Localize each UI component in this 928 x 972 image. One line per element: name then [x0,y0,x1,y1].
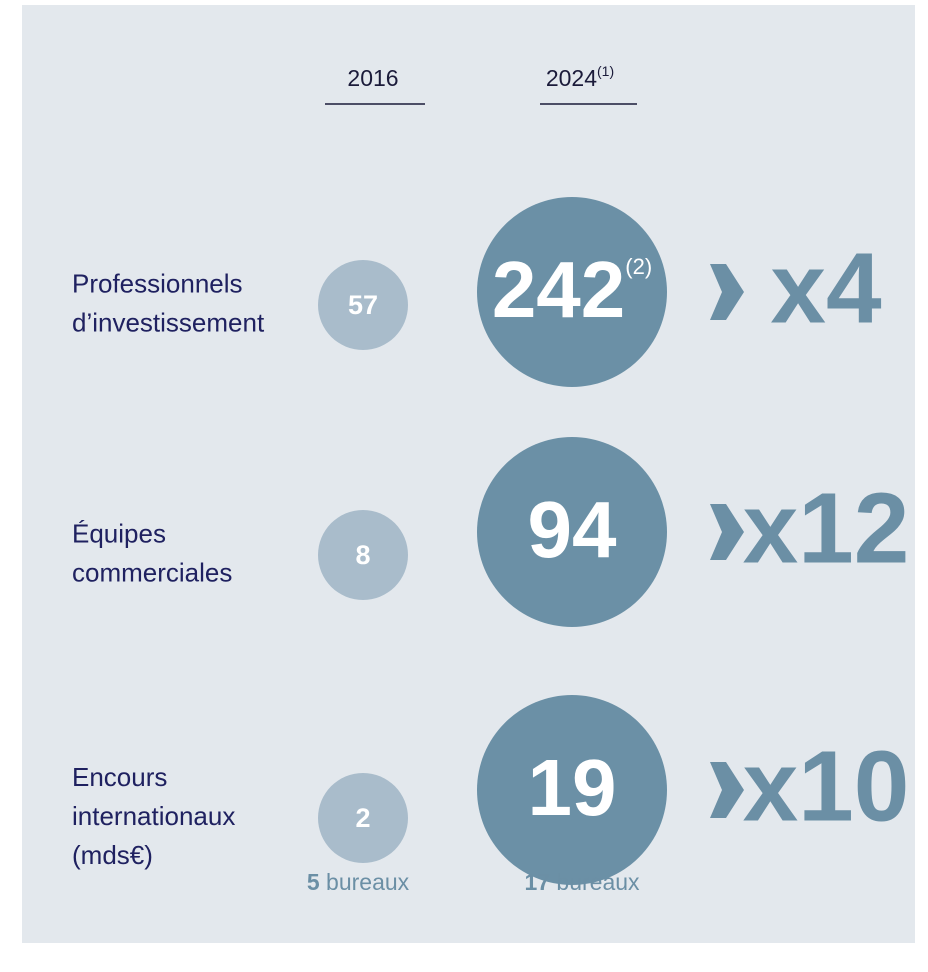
chevron [710,762,744,818]
row-label: Encours [72,762,167,792]
circle-2016 [318,773,408,863]
circle-2024 [477,197,667,387]
header-note: (1) [597,63,614,79]
count: 17 [524,869,550,895]
row-label: internationaux [72,801,235,831]
offices-2024: 17 bureaux [524,869,640,895]
row-label: commerciales [72,557,232,587]
value-2016: 8 [355,540,370,570]
multiplier: x10 [743,730,910,842]
value-2016: 2 [355,803,370,833]
note: (2) [625,254,652,279]
value-2024: 242(2) [492,245,652,334]
circle-2016 [318,510,408,600]
row-label: d’investissement [72,307,265,337]
panel [22,5,915,943]
word: bureaux [556,869,640,895]
circle-2024 [477,437,667,627]
row-label: Équipes [72,518,166,548]
multiplier: x12 [743,472,910,584]
chevron [710,504,744,560]
value-2024: 94 [528,485,617,574]
offices-2016: 5 bureaux [307,869,410,895]
header-year: 2024 [546,65,597,91]
circle-2024 [477,695,667,885]
column-header: 2016 [347,65,398,91]
count: 5 [307,869,320,895]
value-2024: 19 [528,743,617,832]
row-label: (mds€) [72,840,153,870]
circle-2016 [318,260,408,350]
number: 242 [492,245,625,334]
column-header: 2024(1) [546,63,614,91]
number: 19 [528,743,617,832]
word: bureaux [326,869,410,895]
row-label: Professionnels [72,268,243,298]
multiplier: x4 [770,232,882,344]
number: 94 [528,485,617,574]
chevron [710,264,744,320]
value-2016: 57 [348,290,378,320]
